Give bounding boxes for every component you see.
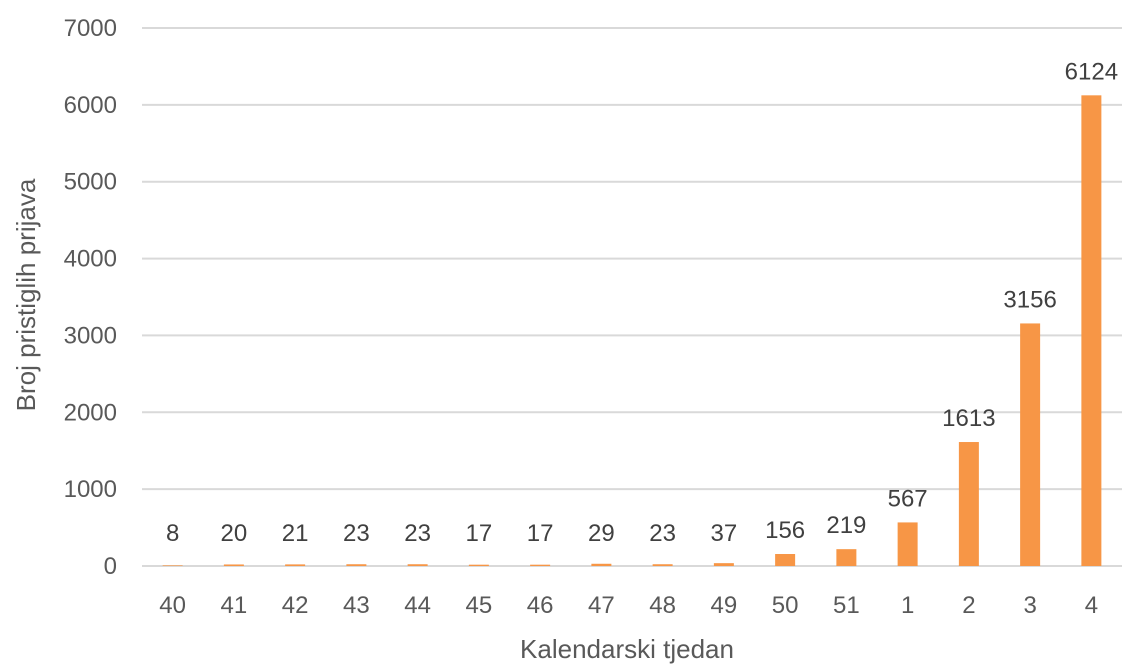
bar (1020, 323, 1041, 566)
bar (407, 564, 428, 566)
y-tick-label: 2000 (64, 399, 117, 426)
x-tick-label: 41 (221, 592, 248, 619)
data-label: 23 (404, 520, 431, 547)
x-tick-label: 50 (772, 592, 799, 619)
y-tick-label: 6000 (64, 92, 117, 119)
bar (346, 564, 367, 566)
x-tick-label: 47 (588, 592, 615, 619)
bar (530, 564, 551, 566)
x-tick-label: 48 (649, 592, 676, 619)
x-tick-label: 40 (159, 592, 186, 619)
x-tick-label: 46 (527, 592, 554, 619)
y-axis-title: Broj pristiglih prijava (11, 178, 41, 411)
data-label: 21 (282, 520, 309, 547)
data-label: 17 (527, 520, 554, 547)
bar (897, 522, 918, 566)
bars (162, 95, 1102, 567)
data-label: 29 (588, 520, 615, 547)
x-tick-label: 43 (343, 592, 370, 619)
data-label: 219 (826, 512, 866, 539)
bar (591, 563, 612, 566)
bar (468, 564, 489, 566)
x-axis-title: Kalendarski tjedan (520, 634, 734, 664)
bar (162, 565, 183, 566)
y-tick-label: 4000 (64, 246, 117, 273)
x-tick-label: 1 (901, 592, 914, 619)
data-label: 37 (711, 520, 738, 547)
data-label: 20 (221, 520, 248, 547)
bar (713, 563, 734, 566)
x-tick-label: 2 (962, 592, 975, 619)
x-tick-label: 51 (833, 592, 860, 619)
bar (223, 564, 244, 566)
data-label: 6124 (1065, 58, 1118, 85)
y-tick-label: 7000 (64, 15, 117, 42)
data-label: 1613 (942, 405, 995, 432)
x-tick-label: 44 (404, 592, 431, 619)
data-label: 156 (765, 517, 805, 544)
data-label: 17 (466, 520, 493, 547)
data-labels: 8 20 21 23 23 17 17 29 23 37 156 219 567 1613 3156 6124 (166, 58, 1118, 547)
data-label: 567 (888, 485, 928, 512)
x-tick-label: 49 (711, 592, 738, 619)
data-label: 23 (649, 520, 676, 547)
y-tick-label: 1000 (64, 476, 117, 503)
x-axis-ticks: 40 41 42 43 44 45 46 47 48 49 50 51 1 2 3 4 (159, 592, 1098, 619)
x-tick-label: 45 (466, 592, 493, 619)
x-tick-label: 3 (1023, 592, 1036, 619)
bar (836, 549, 857, 566)
bar (958, 442, 979, 566)
bar (775, 554, 796, 566)
data-label: 23 (343, 520, 370, 547)
data-label: 3156 (1003, 286, 1056, 313)
x-tick-label: 4 (1085, 592, 1098, 619)
gridlines (142, 27, 1122, 567)
bar (285, 564, 306, 566)
bar (1081, 95, 1102, 567)
y-tick-label: 0 (104, 553, 117, 580)
y-tick-label: 5000 (64, 169, 117, 196)
y-tick-label: 3000 (64, 322, 117, 349)
data-label: 8 (166, 520, 179, 547)
bar (652, 564, 673, 566)
y-axis-ticks: 0 1000 2000 3000 4000 5000 6000 7000 (64, 15, 117, 580)
x-tick-label: 42 (282, 592, 309, 619)
